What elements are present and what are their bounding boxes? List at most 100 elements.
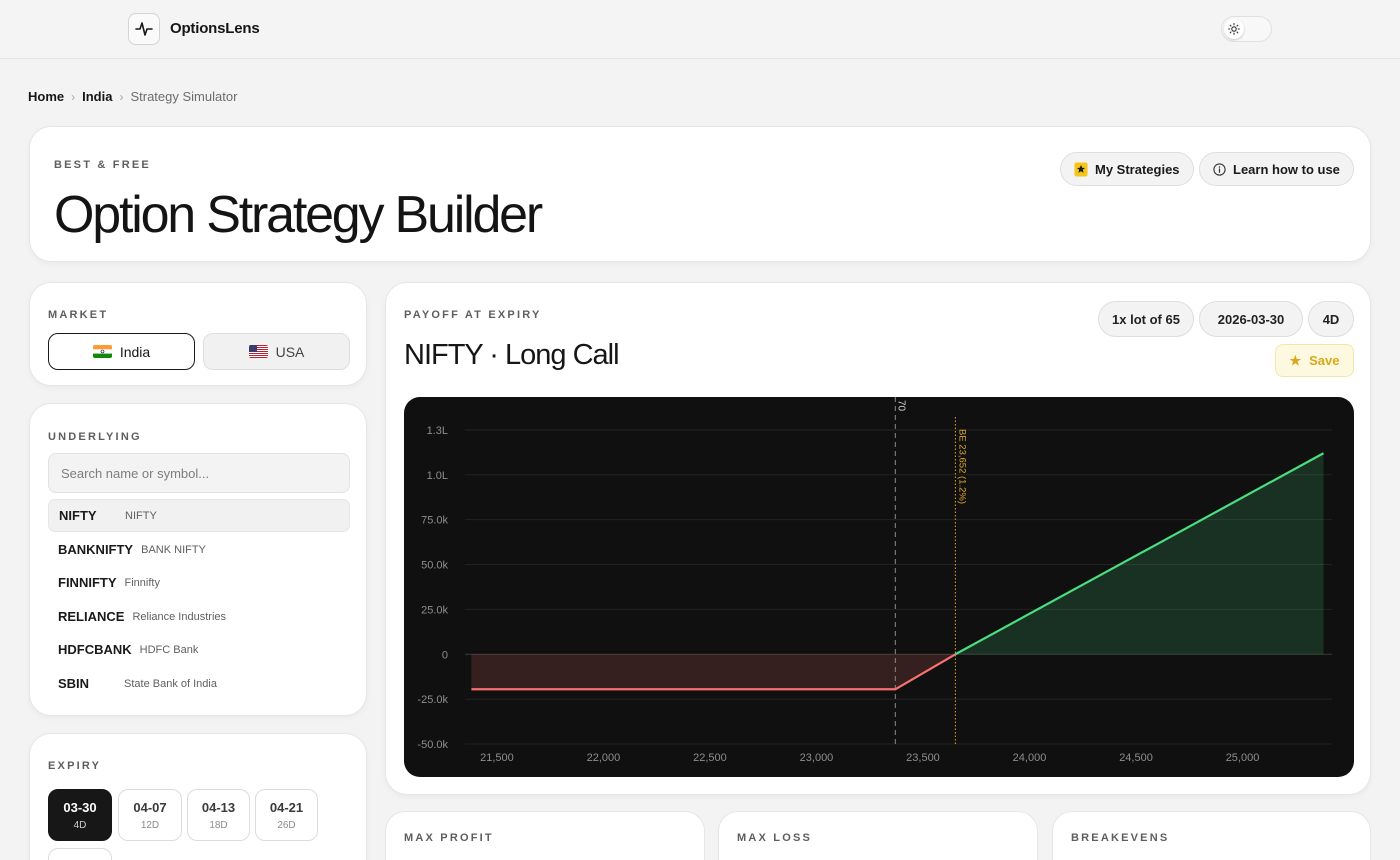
top-bar: OptionsLens [0, 0, 1400, 59]
underlying-item-hdfcbank[interactable]: HDFCBANK HDFC Bank [48, 633, 350, 666]
x-tick-label: 24,000 [1013, 752, 1047, 764]
breakevens-label: BREAKEVENS [1071, 832, 1170, 844]
underlying-name: NIFTY [125, 509, 157, 522]
max-profit-label: MAX PROFIT [404, 832, 494, 844]
theme-toggle[interactable] [1221, 16, 1272, 42]
underlying-item-finnifty[interactable]: FINNIFTY Finnifty [48, 566, 350, 599]
market-india-label: India [119, 343, 151, 360]
x-tick-label: 24,500 [1119, 752, 1153, 764]
payoff-line-profit [954, 452, 1325, 656]
max-profit-card: MAX PROFIT [385, 811, 705, 860]
sun-icon [1228, 23, 1240, 35]
underlying-symbol: RELIANCE [58, 609, 125, 624]
usa-flag-icon [248, 345, 268, 358]
lot-size-chip[interactable]: 1x lot of 65 [1098, 301, 1194, 337]
y-tick-label: -50.0k [417, 739, 448, 751]
y-tick-label: 75.0k [421, 515, 448, 527]
expiry-chip[interactable]: 04-07 12D [118, 789, 182, 841]
breakevens-card: BREAKEVENS [1052, 811, 1371, 860]
breadcrumb-current: Strategy Simulator [130, 89, 238, 104]
expiry-chip[interactable]: 03-30 4D [48, 789, 112, 841]
days-to-expiry-chip[interactable]: 4D [1308, 301, 1354, 337]
x-tick-label: 22,500 [693, 752, 727, 764]
payoff-line-loss [471, 653, 956, 691]
india-flag-icon [92, 345, 112, 358]
spot-label: 70 [895, 400, 906, 412]
underlying-symbol: HDFCBANK [58, 642, 132, 657]
underlying-item-reliance[interactable]: RELIANCE Reliance Industries [48, 600, 350, 633]
y-tick-label: 1.3L [427, 425, 448, 437]
x-tick-label: 25,000 [1226, 752, 1260, 764]
breadcrumb-country[interactable]: India [82, 89, 113, 104]
x-tick-label: 21,500 [480, 752, 514, 764]
expiry-chip[interactable]: 04-13 18D [187, 789, 250, 841]
expiry-date-chip[interactable]: 2026-03-30 [1199, 301, 1303, 337]
x-tick-label: 23,500 [906, 752, 940, 764]
save-button[interactable]: ★ Save [1275, 344, 1354, 377]
max-loss-card: MAX LOSS [718, 811, 1038, 860]
y-tick-label: 25.0k [421, 604, 448, 616]
breadcrumb-home[interactable]: Home [28, 89, 65, 104]
chevron-right-icon: › [71, 89, 76, 104]
underlying-item-nifty[interactable]: NIFTY NIFTY [48, 499, 350, 532]
expiry-date: 04-21 [269, 799, 304, 815]
hero-eyebrow: BEST & FREE [54, 159, 151, 171]
chevron-right-icon: › [119, 89, 124, 104]
expiry-days: 12D [140, 819, 160, 831]
expiry-card: EXPIRY 03-30 4D 04-07 12D 04-13 18D 04-2… [29, 733, 367, 860]
expiry-chip[interactable]: 04-21 26D [255, 789, 318, 841]
market-usa-button[interactable]: USA [203, 333, 350, 370]
underlying-symbol: FINNIFTY [58, 575, 117, 590]
expiry-days: 4D [73, 819, 87, 831]
my-strategies-label: My Strategies [1095, 161, 1180, 177]
underlying-name: HDFC Bank [139, 643, 199, 656]
y-tick-label: 1.0L [427, 470, 448, 482]
expiry-days: 26D [277, 819, 296, 831]
payoff-chart-svg: -50.0k -25.0k 0 25.0k 50.0k 75.0k 1.0L 1.3L 21,5… [417, 397, 1332, 764]
learn-how-button[interactable]: Learn how to use [1199, 152, 1354, 186]
learn-how-label: Learn how to use [1233, 161, 1340, 177]
hero-card: BEST & FREE Option Strategy Builder My S… [29, 126, 1371, 262]
underlying-name: BANK NIFTY [141, 543, 206, 556]
underlying-name: Finnifty [124, 576, 160, 589]
underlying-name: Reliance Industries [132, 610, 227, 623]
underlying-item-sbin[interactable]: SBIN State Bank of India [48, 667, 350, 700]
market-card: MARKET India USA [29, 282, 367, 386]
expiry-date: 03-30 [63, 799, 97, 815]
pulse-icon [135, 22, 153, 36]
info-icon [1213, 162, 1226, 176]
underlying-symbol: BANKNIFTY [58, 542, 134, 557]
expiry-date: 04-13 [201, 799, 236, 815]
my-strategies-button[interactable]: My Strategies [1060, 152, 1194, 186]
y-tick-label: 50.0k [421, 560, 448, 572]
y-tick-label: -25.0k [417, 694, 448, 706]
strategy-title: NIFTY · Long Call [404, 339, 620, 371]
underlying-label: UNDERLYING [48, 431, 142, 443]
breadcrumb: Home › India › Strategy Simulator [28, 89, 237, 104]
logo[interactable] [128, 13, 160, 45]
underlying-card: UNDERLYING NIFTY NIFTY BANKNIFTY BANK NI… [29, 403, 367, 716]
expiry-label: EXPIRY [48, 760, 102, 772]
payoff-chart[interactable]: -50.0k -25.0k 0 25.0k 50.0k 75.0k 1.0L 1.3L 21,5… [404, 397, 1354, 777]
market-india-button[interactable]: India [48, 333, 195, 370]
y-tick-label: 0 [442, 649, 448, 661]
underlying-item-banknifty[interactable]: BANKNIFTY BANK NIFTY [48, 533, 350, 566]
expiry-chip[interactable]: 04-28 [48, 848, 112, 860]
max-loss-label: MAX LOSS [737, 832, 813, 844]
search-input[interactable] [48, 453, 350, 493]
expiry-days: 18D [209, 819, 228, 831]
breakeven-label: BE 23,652 (1.2%) [956, 429, 967, 504]
save-label: Save [1309, 353, 1340, 368]
underlying-symbol: SBIN [58, 676, 90, 691]
underlying-name: State Bank of India [124, 677, 217, 690]
loss-area [471, 654, 956, 690]
expiry-date: 04-07 [133, 799, 167, 815]
page-title: Option Strategy Builder [54, 186, 543, 244]
x-tick-label: 23,000 [800, 752, 834, 764]
brand-name[interactable]: OptionsLens [170, 20, 260, 37]
star-icon: ★ [1289, 352, 1302, 368]
bookmark-star-icon [1074, 162, 1088, 176]
market-usa-label: USA [275, 343, 305, 360]
theme-toggle-knob [1224, 19, 1244, 39]
underlying-symbol: NIFTY [59, 508, 97, 523]
